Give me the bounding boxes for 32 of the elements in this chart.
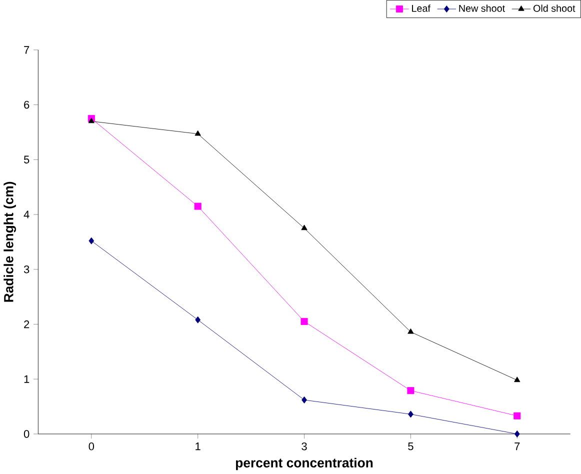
point — [300, 318, 308, 326]
y-tick-label: 7 — [24, 46, 30, 54]
x-tick-label: 7 — [514, 442, 520, 450]
legend-label: Leaf — [412, 4, 430, 12]
point — [301, 224, 308, 230]
point — [514, 412, 521, 420]
point — [407, 387, 414, 394]
y-tick-label: 0 — [24, 430, 30, 438]
point — [408, 410, 414, 418]
y-tick-label: 5 — [24, 156, 30, 164]
y-tick-label: 2 — [24, 320, 30, 328]
x-tick-label: 1 — [196, 442, 200, 450]
y-axis-title: Radicle lenght (cm) — [4, 182, 16, 302]
x-tick-label: 5 — [408, 442, 414, 450]
y-tick-label: 4 — [24, 210, 30, 218]
x-tick-label: 0 — [88, 442, 94, 450]
y-tick-label: 3 — [24, 266, 30, 274]
point — [302, 396, 307, 404]
x-tick-label: 3 — [302, 442, 307, 450]
x-axis-title: percent concentration — [236, 458, 373, 470]
point — [194, 202, 202, 210]
point — [195, 316, 201, 324]
point — [88, 118, 94, 124]
point — [514, 376, 520, 382]
point — [514, 430, 520, 438]
legend-label: Old shoot — [533, 4, 576, 12]
point — [88, 237, 94, 244]
point — [408, 328, 414, 334]
y-tick-label: 1 — [24, 375, 30, 383]
point — [194, 130, 201, 136]
y-tick-label: 6 — [24, 101, 30, 109]
legend-label: New shoot — [459, 4, 505, 12]
